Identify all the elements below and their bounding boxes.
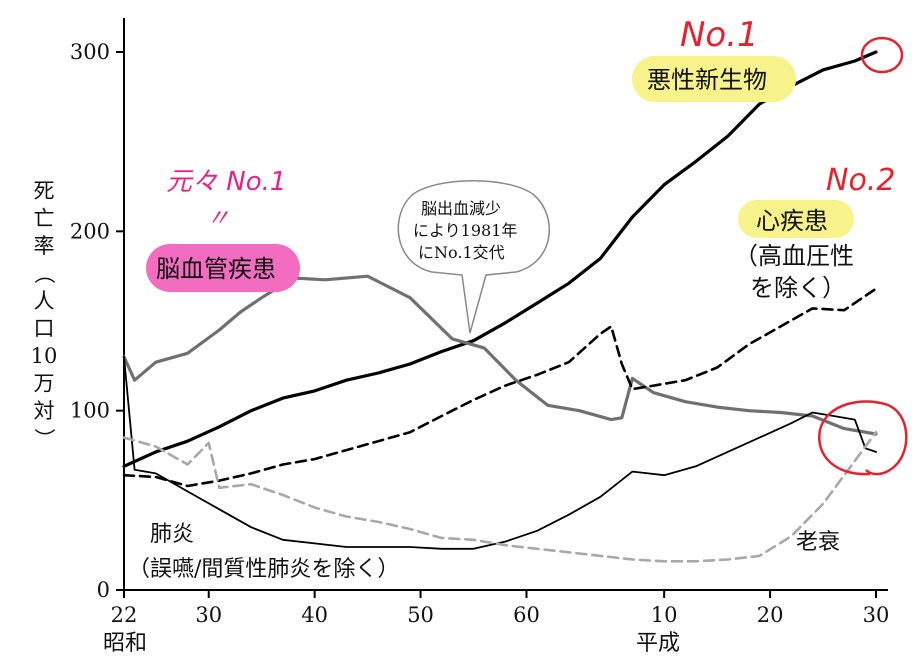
y-ticks: 0 100 200 300	[70, 40, 124, 602]
y-axis-label-char: 死	[34, 179, 55, 203]
x-tick-label: 30	[863, 603, 890, 627]
cancer-label: 悪性新生物	[647, 66, 767, 94]
red-circle-bottom	[818, 400, 908, 476]
x-tick-label: 20	[757, 603, 784, 627]
handwritten-former-no1: 元々 No.1	[166, 167, 286, 197]
x-era-label-showa: 昭和	[103, 631, 147, 656]
y-tick-label: 100	[70, 399, 110, 423]
x-tick-label: 22	[111, 603, 138, 627]
axes-layer	[123, 18, 888, 591]
series-line-3	[123, 355, 877, 550]
y-axis-label-char: ）	[32, 428, 56, 449]
heart-label-line1: 心疾患	[756, 207, 828, 235]
y-axis-label-char: 対	[34, 399, 55, 423]
senility-label: 老衰	[796, 530, 840, 555]
callout-line3: にNo.1交代	[418, 243, 505, 262]
x-era-label-heisei: 平成	[636, 631, 680, 656]
callout-line1: 脳出血減少	[421, 199, 501, 218]
handwritten-ditto: 〃	[206, 204, 230, 232]
x-tick-label: 40	[301, 603, 328, 627]
x-tick-label: 60	[513, 603, 540, 627]
series-line-0	[122, 50, 878, 468]
series-line-2	[122, 287, 878, 488]
cancer-label-bg	[632, 56, 796, 102]
pneumonia-label-line1: 肺炎	[150, 522, 194, 547]
y-axis-label-char: 亡	[34, 207, 55, 231]
y-axis-label-char: 人	[34, 289, 55, 313]
y-axis-label-char: （	[32, 263, 56, 284]
y-tick-label: 200	[70, 219, 110, 243]
callout-line2: により1981年	[413, 221, 517, 240]
y-axis-label-char: 率	[34, 234, 55, 258]
heart-label-bg	[738, 200, 854, 238]
red-circle-top	[860, 36, 904, 74]
y-tick-label: 0	[97, 578, 110, 602]
series-line-1	[122, 274, 878, 436]
x-tick-label: 30	[195, 603, 222, 627]
y-tick-label: 300	[70, 40, 110, 64]
x-tick-label: 10	[651, 603, 678, 627]
handwritten-no2: No.2	[826, 163, 895, 198]
callout-shape	[397, 180, 550, 334]
handwritten-no1: No.1	[680, 15, 759, 55]
x-tick-label: 50	[407, 603, 434, 627]
series-lines	[122, 50, 878, 563]
heart-label-line2: （高血圧性	[734, 242, 854, 270]
y-axis-label-char: 口	[34, 317, 55, 341]
stroke-label-bg	[146, 244, 300, 292]
y-axis-label: 死亡率 （ 人口 10 万対 ）	[31, 179, 58, 449]
pneumonia-label-line2: （誤嚥/間質性肺炎を除く）	[128, 557, 399, 582]
callout-bubble: 脳出血減少 により1981年 にNo.1交代	[397, 180, 550, 334]
y-axis-label-char: 万	[34, 372, 55, 396]
y-axis-label-char: 10	[31, 344, 58, 368]
stroke-label: 脳血管疾患	[156, 255, 276, 283]
x-ticks: 22 30 40 50 60 10 20 30	[111, 590, 890, 627]
heart-label-line3: を除く）	[750, 274, 846, 302]
series-line-4	[122, 430, 878, 563]
